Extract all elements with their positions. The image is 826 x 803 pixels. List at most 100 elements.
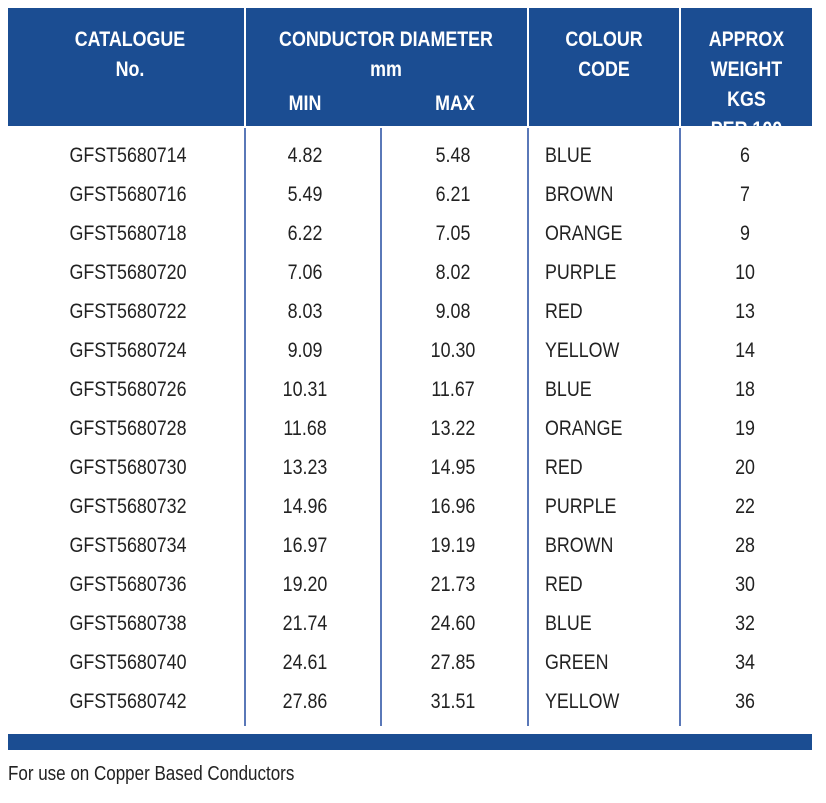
header-separator [244, 8, 246, 126]
table-cell: 36 [735, 690, 755, 713]
table-cell: 16.97 [282, 534, 328, 557]
table-cell: GFST5680732 [69, 495, 187, 518]
column-line [380, 128, 382, 726]
table-cell: 22 [735, 495, 755, 518]
table-cell: 21.74 [282, 612, 328, 635]
table-cell: 19.19 [430, 534, 476, 557]
table-cell: 10.30 [430, 339, 476, 362]
header-weight: APPROX WEIGHT KGS PER 100 [691, 25, 802, 145]
table-cell: 18 [735, 378, 755, 401]
header-line: CODE [578, 58, 630, 81]
table-cell: YELLOW [545, 339, 620, 362]
table-cell: 27.86 [282, 690, 328, 713]
table-cell: 30 [735, 573, 755, 596]
header-separator [527, 8, 529, 126]
table-cell: 31.51 [430, 690, 476, 713]
table-cell: YELLOW [545, 690, 620, 713]
table-cell: 32 [735, 612, 755, 635]
table-cell: RED [545, 573, 583, 596]
header-colour: COLOUR CODE [540, 25, 668, 85]
table-cell: 8.03 [287, 300, 323, 323]
footer-bar [8, 734, 812, 750]
table-cell: 34 [735, 651, 755, 674]
table-cell: GFST5680726 [69, 378, 187, 401]
table-cell: 10.31 [282, 378, 328, 401]
table-cell: 28 [735, 534, 755, 557]
header-line: mm [370, 58, 402, 81]
table-cell: GFST5680724 [69, 339, 187, 362]
header-bar [8, 8, 812, 126]
table-cell: 16.96 [430, 495, 476, 518]
table-cell: PURPLE [545, 495, 617, 518]
table-cell: GFST5680730 [69, 456, 187, 479]
table-cell: GFST5680740 [69, 651, 187, 674]
table-cell: 6 [740, 144, 750, 167]
table-cell: BLUE [545, 144, 592, 167]
table-cell: 19.20 [282, 573, 328, 596]
table-cell: BLUE [545, 378, 592, 401]
table-cell: 10 [735, 261, 755, 284]
table-cell: 24.61 [282, 651, 328, 674]
header-line: No. [115, 58, 145, 81]
table-cell: 19 [735, 417, 755, 440]
column-line [679, 128, 681, 726]
table-cell: 9 [740, 222, 750, 245]
table-cell: GFST5680716 [69, 183, 187, 206]
header-catalogue: CATALOGUE No. [45, 25, 215, 85]
header-diameter: CONDUCTOR DIAMETER mm [267, 25, 505, 85]
table-cell: 5.48 [435, 144, 471, 167]
table-cell: 7.06 [287, 261, 323, 284]
table-cell: 6.21 [435, 183, 471, 206]
header-max: MAX [435, 92, 475, 115]
table-cell: 13.23 [282, 456, 328, 479]
header-line: WEIGHT KGS [710, 58, 783, 111]
table-cell: ORANGE [545, 222, 623, 245]
table-cell: GFST5680720 [69, 261, 187, 284]
table-cell: BROWN [545, 534, 614, 557]
header-line: CONDUCTOR DIAMETER [279, 28, 493, 51]
footer-note: For use on Copper Based Conductors [8, 763, 295, 785]
table-cell: 4.82 [287, 144, 323, 167]
table-cell: 9.08 [435, 300, 471, 323]
table-cell: 14.95 [430, 456, 476, 479]
table-cell: GFST5680714 [69, 144, 187, 167]
header-min: MIN [288, 92, 322, 115]
table-cell: 21.73 [430, 573, 476, 596]
table-cell: 14.96 [282, 495, 328, 518]
table-cell: GFST5680722 [69, 300, 187, 323]
table-cell: 6.22 [287, 222, 323, 245]
header-line: COLOUR [565, 28, 643, 51]
table-cell: PURPLE [545, 261, 617, 284]
table-cell: 5.49 [287, 183, 323, 206]
header-line: PER 100 [710, 118, 783, 141]
table-cell: 20 [735, 456, 755, 479]
table-cell: GFST5680734 [69, 534, 187, 557]
table-cell: GREEN [545, 651, 609, 674]
table-cell: 7 [740, 183, 750, 206]
table-cell: GFST5680742 [69, 690, 187, 713]
table-cell: 24.60 [430, 612, 476, 635]
column-line [527, 128, 529, 726]
table-cell: 13.22 [430, 417, 476, 440]
table-cell: GFST5680736 [69, 573, 187, 596]
table-cell: 27.85 [430, 651, 476, 674]
header-line: APPROX [708, 28, 785, 51]
table-cell: BLUE [545, 612, 592, 635]
table-cell: GFST5680738 [69, 612, 187, 635]
header-line: CATALOGUE [74, 28, 186, 51]
table-cell: 11.67 [431, 378, 475, 401]
table-cell: RED [545, 300, 583, 323]
table-cell: RED [545, 456, 583, 479]
table-cell: GFST5680728 [69, 417, 187, 440]
header-separator [679, 8, 681, 126]
table-cell: ORANGE [545, 417, 623, 440]
table-cell: BROWN [545, 183, 614, 206]
table-cell: 9.09 [287, 339, 323, 362]
table-cell: 8.02 [435, 261, 471, 284]
table-cell: 7.05 [435, 222, 471, 245]
table-cell: 13 [735, 300, 755, 323]
column-line [244, 128, 246, 726]
table-cell: 11.68 [283, 417, 327, 440]
table-cell: GFST5680718 [69, 222, 187, 245]
